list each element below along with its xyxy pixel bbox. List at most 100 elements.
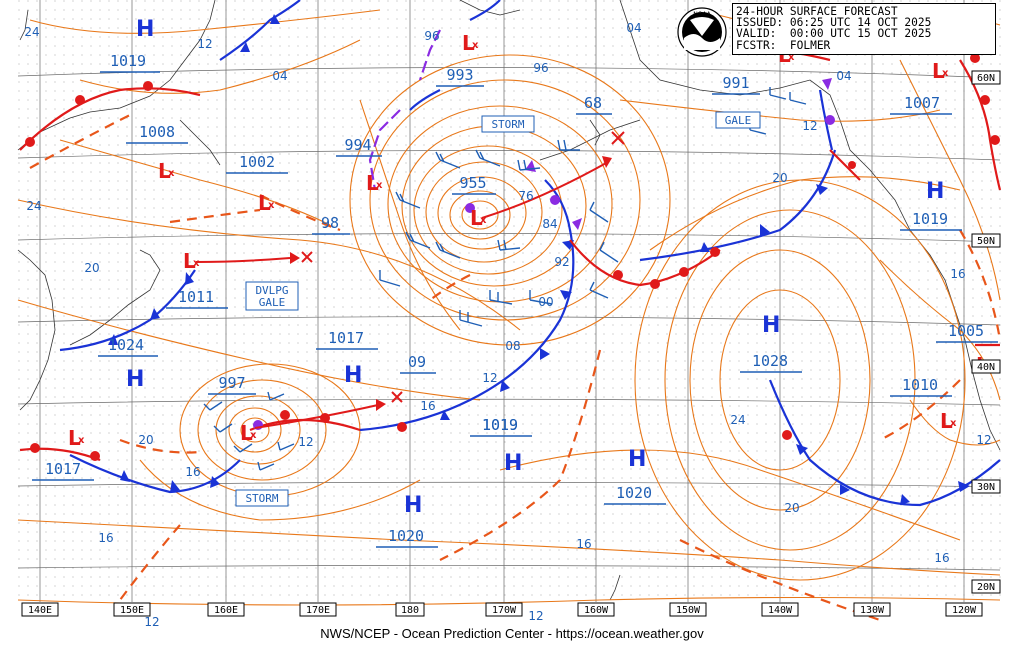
svg-text:150E: 150E	[120, 605, 144, 616]
svg-text:20: 20	[138, 433, 153, 447]
svg-text:L: L	[462, 31, 475, 55]
svg-text:x: x	[942, 68, 949, 79]
svg-text:16: 16	[420, 399, 435, 413]
high-marker-2: H	[126, 367, 144, 392]
svg-text:180: 180	[401, 605, 419, 616]
svg-text:12: 12	[528, 609, 543, 623]
svg-text:12: 12	[802, 119, 817, 133]
low-marker-1011: Lx	[183, 249, 200, 273]
svg-text:16: 16	[950, 267, 965, 281]
header-forecaster: FCSTR: FOLMER	[736, 38, 831, 52]
warning-storm-north: STORM	[491, 118, 524, 131]
low-marker-994: Lx	[366, 171, 383, 195]
low-value-1005: 1005	[948, 322, 984, 340]
low-marker-955: Lx	[470, 206, 487, 230]
svg-text:96: 96	[424, 29, 439, 43]
svg-text:L: L	[183, 249, 196, 273]
low-marker-1007: Lx	[932, 59, 949, 83]
svg-text:140E: 140E	[28, 605, 52, 616]
header-issued: ISSUED: 06:25 UTC 14 OCT 2025	[736, 16, 932, 30]
troughs	[29, 114, 1002, 622]
svg-text:24: 24	[26, 199, 41, 213]
header-title: 24-HOUR SURFACE FORECAST	[736, 5, 898, 18]
svg-text:140W: 140W	[768, 605, 793, 616]
svg-text:x: x	[472, 40, 479, 51]
svg-text:20: 20	[84, 261, 99, 275]
svg-text:x: x	[78, 435, 85, 446]
low-value-955: 955	[459, 174, 486, 192]
graticule	[17, 0, 1001, 602]
warning-dvlpg-gale-2: GALE	[259, 296, 286, 309]
track-arrowheads	[290, 156, 612, 411]
forecast-header: 24-HOUR SURFACE FORECAST ISSUED: 06:25 UT…	[732, 3, 996, 55]
svg-text:12: 12	[298, 435, 313, 449]
wind-barbs	[203, 87, 807, 471]
high-marker-1: H	[136, 17, 154, 42]
pressure-label-1019: 1019	[482, 416, 518, 434]
cold-front-barbs	[108, 14, 970, 505]
svg-text:12: 12	[144, 615, 159, 629]
high-marker-3: H	[344, 363, 362, 388]
high-value-7: 1028	[752, 352, 788, 370]
header-valid: VALID: 00:00 UTC 15 OCT 2025	[736, 27, 932, 41]
svg-text:L: L	[470, 206, 483, 230]
svg-text:16: 16	[98, 531, 113, 545]
svg-text:60N: 60N	[977, 73, 995, 84]
low-value-997: 997	[218, 374, 245, 392]
svg-text:04: 04	[272, 69, 287, 83]
svg-text:160W: 160W	[584, 605, 609, 616]
svg-text:04: 04	[836, 69, 851, 83]
low-value-991: 991	[722, 74, 749, 92]
svg-text:x: x	[480, 215, 487, 226]
svg-text:12: 12	[482, 371, 497, 385]
longitude-labels: 140E 150E 160E 170E 180 170W 160W 150W 1…	[21, 602, 983, 617]
storm-tracks	[195, 161, 609, 429]
high-marker-8: H	[926, 179, 944, 204]
svg-text:x: x	[788, 52, 795, 63]
svg-text:x: x	[950, 418, 957, 429]
svg-text:20N: 20N	[977, 582, 995, 593]
low-value-994: 994	[344, 136, 371, 154]
low-value-1002: 1002	[239, 153, 275, 171]
occluded-fronts	[368, 29, 441, 191]
pressure-label-68: 68	[584, 94, 602, 112]
high-marker-4: H	[504, 451, 522, 476]
svg-text:16: 16	[576, 537, 591, 551]
svg-text:20: 20	[784, 501, 799, 515]
footer-credit: NWS/NCEP - Ocean Prediction Center - htt…	[320, 626, 704, 641]
svg-text:08: 08	[505, 339, 520, 353]
high-symbols: H H H H H H H H	[126, 17, 944, 518]
warning-storm-south: STORM	[245, 492, 278, 505]
svg-text:50N: 50N	[977, 236, 995, 247]
isobar-values: 24 12 04 96 96 04 24 20 20 16 12 20 16 1…	[24, 21, 991, 629]
svg-text:x: x	[376, 180, 383, 191]
high-value-8: 1019	[912, 210, 948, 228]
svg-text:x: x	[193, 258, 200, 269]
svg-text:L: L	[366, 171, 379, 195]
high-value-6: 1020	[616, 484, 652, 502]
low-marker-1010: Lx	[940, 409, 957, 433]
high-marker-6: H	[628, 447, 646, 472]
svg-text:16: 16	[934, 551, 949, 565]
warning-gale: GALE	[725, 114, 752, 127]
latitude-labels: 60N 50N 40N 30N 20N	[971, 70, 1001, 594]
svg-text:84: 84	[542, 217, 557, 231]
svg-text:12: 12	[976, 433, 991, 447]
low-value-1011: 1011	[178, 288, 214, 306]
svg-text:04: 04	[626, 21, 641, 35]
pressure-label-1017: 1017	[328, 329, 364, 347]
high-marker-5: H	[404, 493, 422, 518]
svg-text:16: 16	[185, 465, 200, 479]
svg-text:20: 20	[772, 171, 787, 185]
svg-text:x: x	[250, 430, 257, 441]
low-value-993: 993	[446, 66, 473, 84]
svg-text:L: L	[68, 426, 81, 450]
svg-text:40N: 40N	[977, 362, 995, 373]
svg-text:L: L	[240, 421, 253, 445]
cold-fronts	[59, 0, 1001, 507]
high-marker-7: H	[762, 313, 780, 338]
svg-text:x: x	[168, 168, 175, 179]
svg-text:120W: 120W	[952, 605, 977, 616]
pressure-values: 1019 1024 1019 1020 1020 1028 1019 1008 …	[32, 52, 998, 548]
